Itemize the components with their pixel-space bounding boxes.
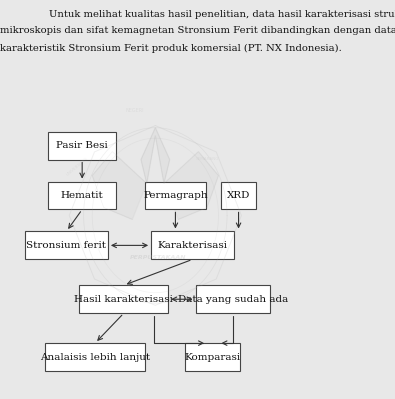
Text: Hematit: Hematit <box>61 191 103 200</box>
Text: UNIVERSITAS: UNIVERSITAS <box>66 156 89 177</box>
FancyBboxPatch shape <box>49 132 116 160</box>
Text: Analaisis lebih lanjut: Analaisis lebih lanjut <box>40 353 150 361</box>
Polygon shape <box>141 128 170 184</box>
Text: Pasir Besi: Pasir Besi <box>56 141 108 150</box>
FancyBboxPatch shape <box>145 182 205 209</box>
FancyBboxPatch shape <box>45 343 145 371</box>
Text: Komparasi: Komparasi <box>185 353 241 361</box>
Text: Permagraph: Permagraph <box>143 191 208 200</box>
Text: Karakterisasi: Karakterisasi <box>158 241 228 250</box>
FancyBboxPatch shape <box>79 285 168 313</box>
FancyBboxPatch shape <box>196 285 270 313</box>
Text: Stronsium ferit: Stronsium ferit <box>26 241 106 250</box>
Text: XRD: XRD <box>227 191 250 200</box>
Text: mikroskopis dan sifat kemagnetan Stronsium Ferit dibandingkan dengan data: mikroskopis dan sifat kemagnetan Stronsi… <box>0 26 395 35</box>
FancyBboxPatch shape <box>151 231 234 259</box>
Polygon shape <box>164 152 218 219</box>
FancyBboxPatch shape <box>25 231 108 259</box>
Text: SEMARANG: SEMARANG <box>196 156 219 161</box>
Polygon shape <box>92 152 147 219</box>
FancyBboxPatch shape <box>221 182 256 209</box>
Text: PERPUSTAKAAN: PERPUSTAKAAN <box>130 255 186 261</box>
Text: karakteristik Stronsium Ferit produk komersial (PT. NX Indonesia).: karakteristik Stronsium Ferit produk kom… <box>0 44 342 53</box>
Text: Data yang sudah ada: Data yang sudah ada <box>178 295 288 304</box>
Text: Hasil karakterisasi: Hasil karakterisasi <box>74 295 173 304</box>
Text: Untuk melihat kualitas hasil penelitian, data hasil karakterisasi struktu: Untuk melihat kualitas hasil penelitian,… <box>49 10 395 19</box>
FancyBboxPatch shape <box>186 343 240 371</box>
FancyBboxPatch shape <box>49 182 116 209</box>
Text: NEGERI: NEGERI <box>126 108 145 113</box>
